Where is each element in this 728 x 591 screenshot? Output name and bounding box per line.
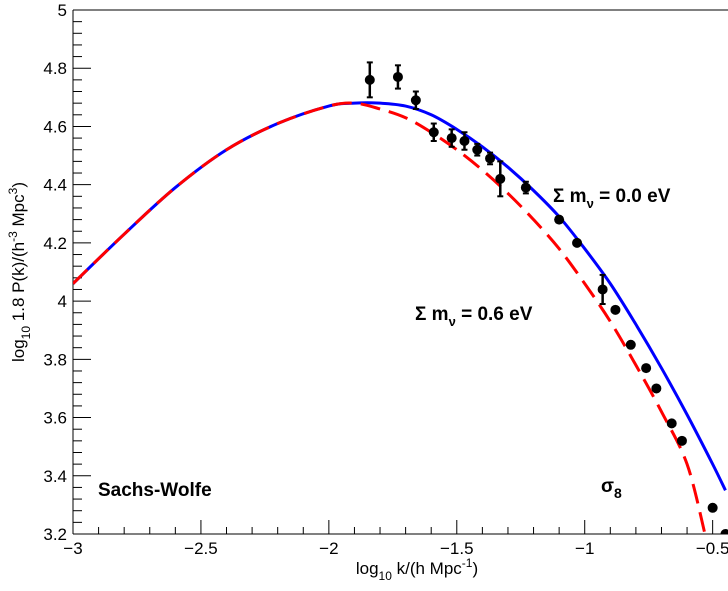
data-point [364,74,375,85]
data-point [720,529,728,534]
mass-zero-label: Σ mν = 0.0 eV [553,186,671,211]
data-point [485,153,496,164]
axis-ticks: −3 −2.5 −2 −1.5 −1 −0.5 3.2 3.4 3.6 3.8 4 4.2 4.4 4.6… [43,1,728,558]
y-axis-title: log10 1.8 P(k)/(h-3 Mpc3) [6,182,33,362]
y-tick-label: 4.4 [43,176,67,195]
y-tick-label: 3.2 [43,525,67,544]
data-point [410,95,421,106]
y-tick-label: 4 [58,292,67,311]
data-point [572,237,583,248]
y-tick-label: 4.2 [43,234,67,253]
data-point [676,435,687,446]
data-point [610,304,621,315]
plot-frame [72,9,728,535]
data-point [459,136,470,146]
sachs-wolfe-label: Sachs-Wolfe [98,480,212,501]
y-tick-label: 4.6 [43,117,67,136]
x-tick-label: −0.5 [696,539,728,558]
curve-mass-zero [73,101,727,491]
data-point [554,214,565,225]
y-tick-label: 3.4 [43,467,67,486]
x-tick-label: −2.5 [184,539,218,558]
data-point [446,133,457,144]
data-point [520,182,531,193]
data-point [495,173,506,184]
curve-mass-six [73,101,707,534]
data-point [641,363,652,374]
mass-six-label: Σ mν = 0.6 eV [415,304,533,329]
y-tick-label: 4.8 [43,59,67,78]
data-point [472,144,483,155]
x-axis-title: log10 k/(h Mpc-1) [356,556,478,583]
data-point [392,71,403,82]
data-point [707,502,718,513]
x-tick-label: −1.5 [440,539,474,558]
data-point [625,339,636,350]
y-tick-label: 3.6 [43,409,67,428]
data-points [364,61,728,534]
sigma8-label: σ8 [601,476,622,501]
x-tick-label: −1 [575,539,594,558]
data-point [597,284,608,295]
data-point [666,418,677,429]
x-tick-label: −3 [63,539,82,558]
data-point [428,127,439,138]
y-tick-label: 5 [58,1,67,20]
x-tick-label: −2 [319,539,338,558]
model-curves [73,101,727,534]
y-tick-label: 3.8 [43,350,67,369]
data-point [651,383,662,394]
